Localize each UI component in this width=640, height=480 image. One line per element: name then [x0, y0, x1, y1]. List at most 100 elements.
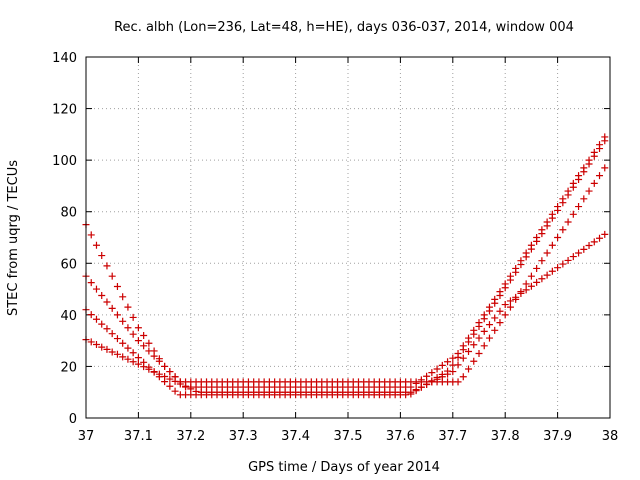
data-point — [485, 303, 493, 311]
y-axis-label: STEC from uqrg / TECUs — [6, 160, 21, 316]
data-point — [161, 362, 169, 370]
data-point — [485, 334, 493, 342]
data-point — [564, 187, 572, 195]
x-tick-label: 37.2 — [176, 429, 205, 444]
data-point — [596, 234, 604, 242]
data-point — [548, 210, 556, 218]
data-point — [124, 303, 132, 311]
data-point — [119, 317, 127, 325]
data-point — [465, 334, 473, 342]
data-point — [491, 295, 499, 303]
data-point — [119, 293, 127, 301]
data-point — [129, 358, 137, 366]
data-point — [564, 256, 572, 264]
data-point — [585, 156, 593, 164]
data-point — [171, 387, 179, 395]
data-point — [470, 326, 478, 334]
data-point — [575, 249, 583, 257]
data-point — [522, 286, 530, 294]
data-point — [150, 368, 158, 376]
data-point — [155, 355, 163, 363]
data-point — [145, 363, 153, 371]
data-point — [98, 343, 106, 351]
data-point — [496, 319, 504, 327]
data-point — [103, 345, 111, 353]
data-point — [569, 179, 577, 187]
data-point — [575, 203, 583, 211]
data-point — [470, 357, 478, 365]
data-point — [113, 350, 121, 358]
data-point — [596, 141, 604, 149]
data-point — [480, 311, 488, 319]
data-point — [459, 373, 467, 381]
data-point — [533, 234, 541, 241]
data-point — [543, 218, 551, 226]
data-point — [402, 391, 410, 399]
data-point — [140, 331, 148, 339]
y-tick-labels: 0 20 40 60 80 100 120 140 — [52, 51, 77, 427]
x-tick-label: 37.7 — [438, 429, 467, 444]
data-point — [548, 267, 556, 275]
x-axis-label: GPS time / Days of year 2014 — [248, 460, 440, 475]
data-point — [113, 335, 121, 343]
data-point — [428, 369, 436, 377]
data-point — [155, 373, 163, 381]
y-tick-label: 40 — [60, 309, 77, 324]
data-point — [103, 325, 111, 333]
data-point — [527, 272, 535, 280]
data-point — [601, 164, 609, 172]
data-point — [538, 226, 546, 234]
data-point — [92, 315, 100, 323]
data-point — [601, 230, 609, 238]
data-point — [596, 172, 604, 180]
data-point — [438, 361, 446, 369]
data-point — [601, 133, 609, 141]
x-tick-label: 37.3 — [229, 429, 258, 444]
data-point — [506, 297, 514, 305]
data-point — [580, 195, 588, 203]
data-point — [559, 195, 567, 203]
data-point — [522, 280, 530, 288]
data-point — [580, 245, 588, 253]
y-tick-label: 60 — [60, 257, 77, 272]
data-point — [590, 238, 598, 246]
data-point — [444, 367, 452, 375]
data-point — [533, 264, 541, 272]
data-point — [98, 320, 106, 328]
data-point — [92, 285, 100, 293]
data-point — [485, 321, 493, 329]
data-point — [444, 358, 452, 366]
x-tick-label: 37 — [78, 429, 95, 444]
data-point — [161, 378, 169, 386]
data-point — [506, 303, 514, 311]
data-point — [407, 390, 415, 398]
plot-frame — [85, 56, 611, 419]
data-point — [590, 148, 598, 156]
data-point — [433, 365, 441, 373]
data-point — [512, 264, 520, 272]
data-point — [98, 292, 106, 300]
data-point — [108, 348, 116, 356]
data-point — [113, 282, 121, 290]
data-point — [491, 314, 499, 322]
data-point — [538, 257, 546, 265]
data-point — [554, 234, 562, 241]
y-tick-label: 140 — [52, 51, 77, 66]
data-point — [449, 361, 457, 369]
data-point — [140, 358, 148, 366]
data-point — [171, 373, 179, 381]
data-point — [543, 249, 551, 257]
data-point — [87, 311, 95, 319]
data-point — [559, 260, 567, 268]
x-tick-label: 37.9 — [543, 429, 572, 444]
data-point — [465, 365, 473, 373]
data-point — [412, 387, 420, 395]
data-point — [501, 311, 509, 319]
data-point — [475, 350, 483, 358]
data-point — [496, 307, 504, 315]
data-point — [134, 324, 142, 332]
data-points — [82, 133, 609, 399]
data-point — [166, 375, 174, 383]
data-point — [580, 164, 588, 172]
grid-lines — [86, 57, 610, 418]
